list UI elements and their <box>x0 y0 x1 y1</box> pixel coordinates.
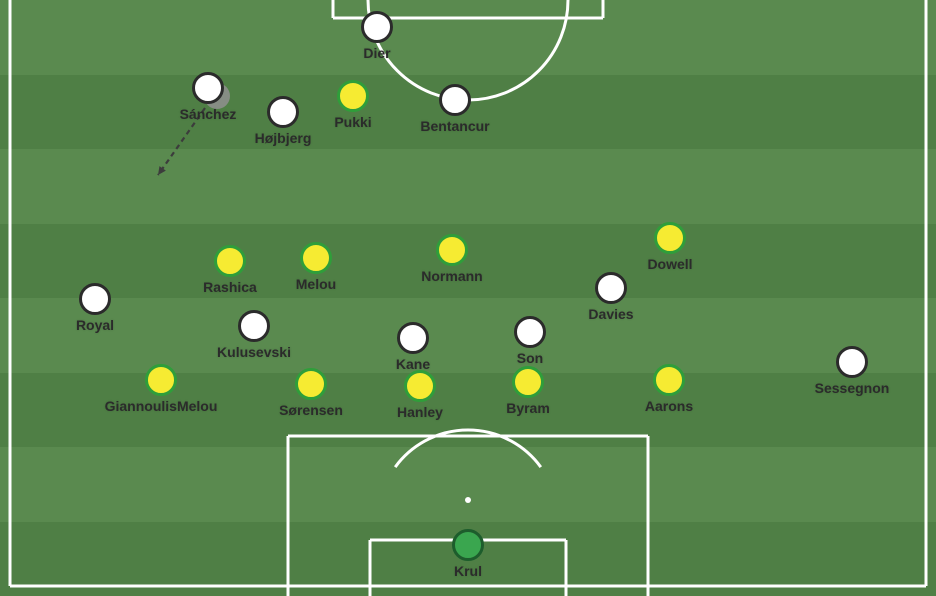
player-label-hojbjerg: Højbjerg <box>255 130 312 146</box>
player-label-rashica: Rashica <box>203 279 257 295</box>
player-dier[interactable] <box>361 11 393 43</box>
player-label-dowell: Dowell <box>647 256 692 272</box>
player-kane[interactable] <box>397 322 429 354</box>
player-sanchez[interactable] <box>192 72 224 104</box>
player-label-sessegnon: Sessegnon <box>815 380 890 396</box>
player-label-aarons: Aarons <box>645 398 693 414</box>
player-label-melou: Melou <box>296 276 336 292</box>
player-label-kane: Kane <box>396 356 430 372</box>
player-label-davies: Davies <box>588 306 633 322</box>
player-label-pukki: Pukki <box>334 114 371 130</box>
player-hojbjerg[interactable] <box>267 96 299 128</box>
player-label-dier: Dier <box>363 45 390 61</box>
player-label-kulusevski: Kulusevski <box>217 344 291 360</box>
player-label-giannoulis: GiannoulisMelou <box>105 398 218 414</box>
player-label-sanchez: Sánchez <box>180 106 237 122</box>
player-label-byram: Byram <box>506 400 550 416</box>
player-label-sorensen: Sørensen <box>279 402 343 418</box>
player-label-son: Son <box>517 350 543 366</box>
player-hanley[interactable] <box>404 370 436 402</box>
tactics-pitch: Dier Sánchez Højbjerg Bentancur Pukki Rashica… <box>0 0 936 596</box>
player-royal[interactable] <box>79 283 111 315</box>
player-aarons[interactable] <box>653 364 685 396</box>
player-label-royal: Royal <box>76 317 114 333</box>
player-bentancur[interactable] <box>439 84 471 116</box>
player-label-normann: Normann <box>421 268 482 284</box>
player-byram[interactable] <box>512 366 544 398</box>
player-davies[interactable] <box>595 272 627 304</box>
player-dowell[interactable] <box>654 222 686 254</box>
player-kulusevski[interactable] <box>238 310 270 342</box>
player-krul[interactable] <box>452 529 484 561</box>
player-sorensen[interactable] <box>295 368 327 400</box>
pitch-lines <box>0 0 936 596</box>
player-pukki[interactable] <box>337 80 369 112</box>
player-son[interactable] <box>514 316 546 348</box>
player-sessegnon[interactable] <box>836 346 868 378</box>
player-melou[interactable] <box>300 242 332 274</box>
player-label-bentancur: Bentancur <box>420 118 489 134</box>
player-normann[interactable] <box>436 234 468 266</box>
player-giannoulis[interactable] <box>145 364 177 396</box>
player-label-hanley: Hanley <box>397 404 443 420</box>
player-rashica[interactable] <box>214 245 246 277</box>
player-label-krul: Krul <box>454 563 482 579</box>
